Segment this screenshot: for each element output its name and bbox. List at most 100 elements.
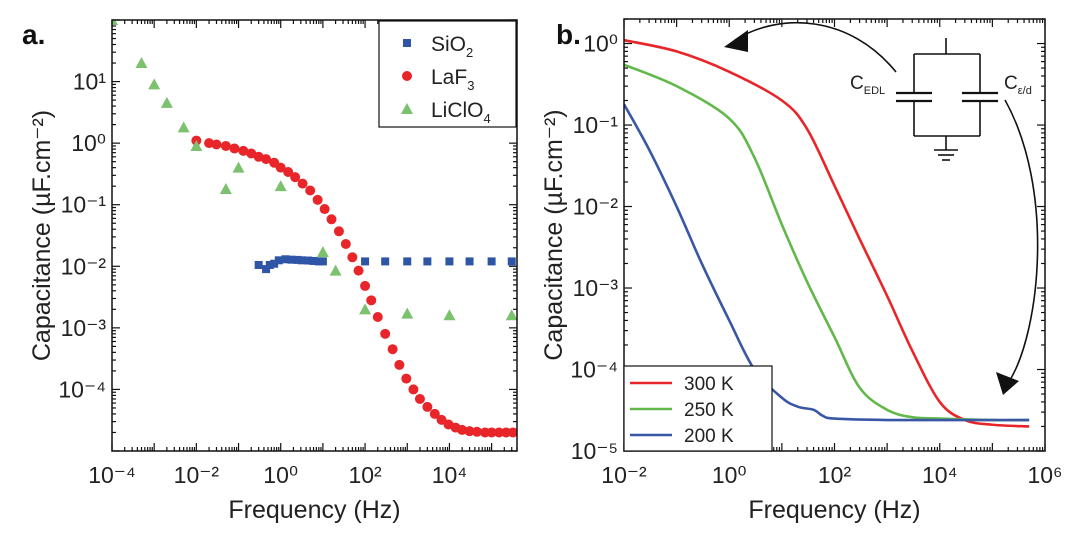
legend-marker-sio2: [403, 39, 411, 47]
laf3-point: [408, 384, 419, 395]
liclo4-point: [219, 182, 232, 194]
laf3-point: [486, 427, 497, 438]
liclo4-point: [316, 246, 329, 258]
laf3-point: [422, 401, 433, 412]
laf3-point: [401, 373, 412, 384]
sio2-point: [274, 256, 283, 265]
sio2-point: [293, 255, 302, 264]
laf3-point: [387, 344, 398, 355]
sio2-point: [265, 260, 274, 269]
chart-a-tick-labels: 10⁻⁴ 10⁻² 10⁰ 10² 10⁴ 10¹ 10⁰ 10⁻¹ 10⁻² 10⁻³ 10⁻⁴: [58, 69, 467, 488]
legend-label: 200 K: [684, 426, 734, 447]
legend-label: 250 K: [684, 400, 734, 421]
chart-b-xlabel: Frequency (Hz): [748, 496, 920, 524]
chart-a-frame: [111, 19, 518, 452]
sio2-point: [270, 259, 279, 268]
legend-label-sio2: SiO2: [431, 33, 473, 60]
laf3-point: [275, 162, 286, 173]
arrow-to-high-frequency: [1004, 99, 1039, 381]
laf3-point: [464, 426, 475, 437]
legend-box: [378, 20, 517, 128]
liclo4-point: [148, 78, 161, 90]
y-tick-label: 10⁻¹: [61, 192, 107, 218]
laf3-point: [204, 138, 215, 149]
sio2-point: [445, 257, 454, 266]
series-line-250k: [624, 63, 1030, 422]
laf3-point: [501, 427, 512, 438]
laf3-point: [229, 143, 240, 154]
liclo4-point: [443, 309, 456, 321]
laf3-point: [360, 280, 371, 291]
series-line-200k: [624, 103, 1030, 422]
y-tick-label: 10⁻³: [61, 315, 107, 341]
sio2-point: [287, 255, 296, 264]
circuit-label-edl: CEDL: [850, 73, 885, 97]
laf3-point: [372, 312, 383, 323]
sio2-point: [262, 265, 271, 274]
chart-a-xlabel: Frequency (Hz): [228, 496, 400, 524]
y-tick-label: 10⁻²: [61, 253, 107, 279]
laf3-point: [238, 145, 249, 156]
arrow-to-low-frequency: [734, 21, 897, 73]
liclo4-point: [112, 20, 118, 25]
x-tick-label: 10⁻²: [601, 462, 647, 488]
laf3-point: [297, 178, 308, 189]
y-tick-label: 10¹: [73, 69, 107, 95]
chart-a-ylabel: Capacitance (µF.cm⁻²): [28, 110, 56, 361]
sio2-point: [403, 257, 412, 266]
liclo4-point: [274, 180, 287, 192]
laf3-point: [507, 427, 517, 438]
laf3-point: [261, 154, 272, 165]
arrowhead-down: [996, 372, 1019, 395]
legend-marker-laf3: [402, 71, 412, 81]
chart-b-tick-labels: 10⁻² 10⁰ 10² 10⁴ 10⁶ 10⁰ 10⁻¹ 10⁻² 10⁻³ 10⁻⁴ 10⁻⁵: [570, 31, 1062, 488]
y-tick-label: 10⁻⁵: [571, 438, 618, 464]
laf3-point: [457, 424, 468, 435]
chart-b-data: [624, 38, 1030, 428]
y-tick-label: 10⁰: [583, 31, 618, 57]
laf3-point: [353, 265, 364, 276]
sio2-point: [423, 257, 432, 266]
y-tick-label: 10⁻¹: [573, 112, 619, 138]
y-tick-label: 10⁻⁴: [58, 376, 106, 402]
sio2-point: [381, 257, 390, 266]
sio2-point: [309, 256, 318, 265]
x-tick-label: 10⁻²: [174, 462, 220, 488]
laf3-point: [471, 426, 482, 437]
laf3-point: [394, 359, 405, 370]
sio2-point: [361, 257, 370, 266]
liclo4-point: [190, 139, 203, 151]
x-tick-label: 10⁻⁴: [88, 462, 136, 488]
x-tick-label: 10⁴: [922, 462, 957, 488]
sio2-point: [314, 257, 323, 266]
chart-a-data: [112, 20, 517, 438]
panel-a-label: a.: [22, 19, 45, 50]
laf3-point: [494, 427, 505, 438]
laf3-point: [347, 252, 358, 263]
legend-marker-liclo4: [401, 103, 413, 114]
x-tick-label: 10⁶: [1027, 462, 1062, 488]
laf3-point: [340, 239, 351, 250]
chart-b-ylabel: Capacitance (µF.cm⁻²): [540, 109, 568, 360]
sio2-point: [318, 257, 327, 266]
y-tick-label: 10⁻³: [573, 275, 619, 301]
liclo4-point: [359, 303, 372, 315]
laf3-point: [333, 226, 344, 237]
sio2-point: [487, 257, 496, 266]
laf3-point: [312, 194, 323, 205]
liclo4-point: [232, 161, 245, 173]
sio2-point: [465, 257, 474, 266]
legend-label-liclo4: LiClO4: [431, 99, 491, 126]
laf3-point: [283, 166, 294, 177]
y-tick-label: 10⁻²: [573, 194, 619, 220]
laf3-point: [211, 139, 222, 150]
chart-a: 10⁻⁴ 10⁻² 10⁰ 10² 10⁴ 10¹ 10⁰ 10⁻¹ 10⁻² 10⁻³10⁻⁴ …: [28, 19, 518, 524]
liclo4-point: [401, 307, 414, 319]
sio2-point: [507, 257, 516, 266]
laf3-point: [319, 204, 330, 215]
sio2-point: [304, 256, 313, 265]
laf3-point: [326, 214, 337, 225]
circuit-diagram: [734, 21, 1039, 381]
liclo4-point: [505, 309, 517, 321]
